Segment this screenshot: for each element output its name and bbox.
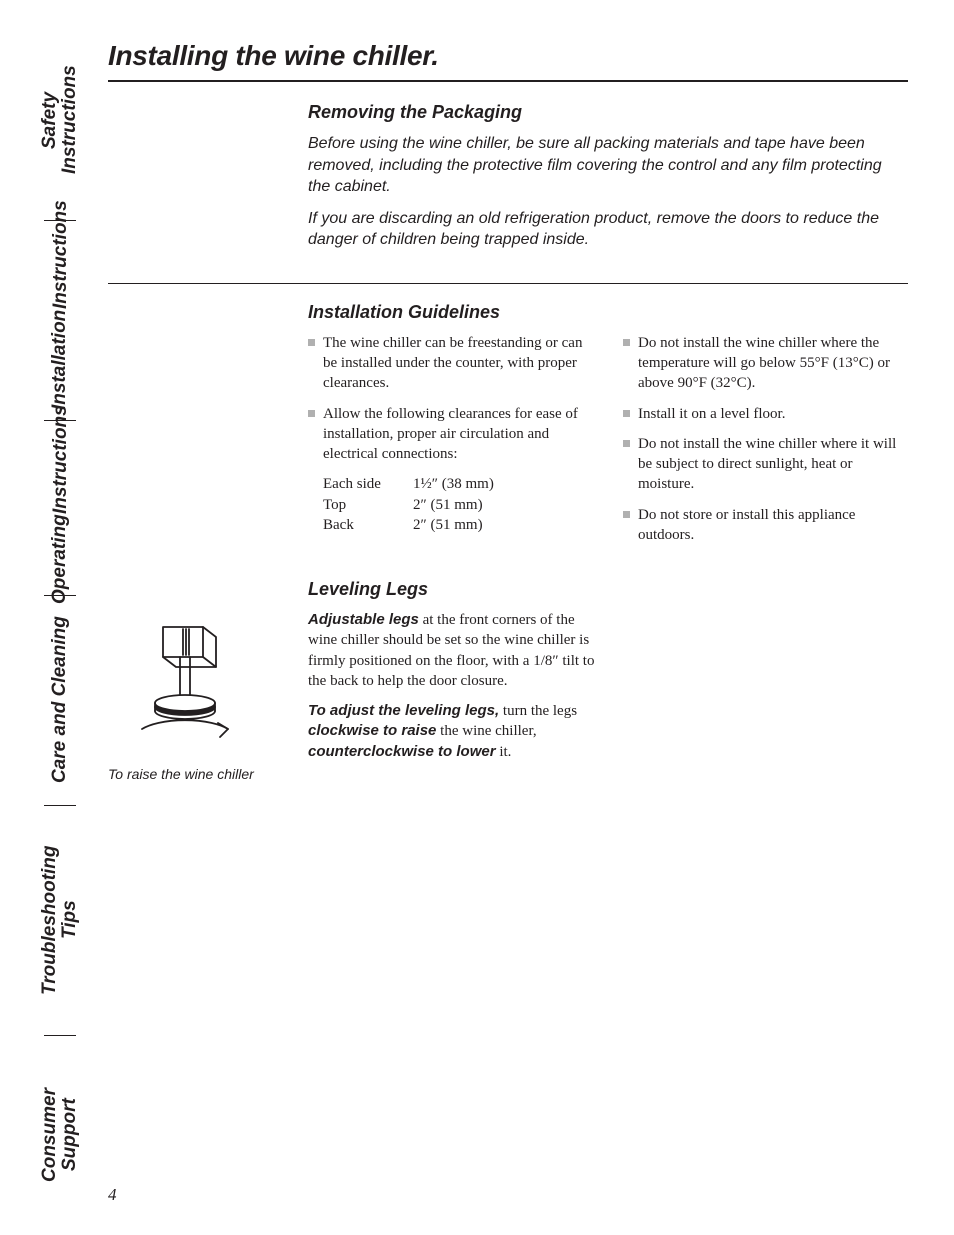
guidelines-col-right: Do not install the wine chiller where th… xyxy=(623,333,908,555)
tab-label: Safety Instructions xyxy=(40,40,80,200)
bullet-square-icon xyxy=(623,511,630,518)
bullet-item: Do not install the wine chiller where it… xyxy=(623,434,908,495)
guidelines-col-left: The wine chiller can be freestanding or … xyxy=(308,333,593,555)
clearance-val: 2″ (51 mm) xyxy=(413,495,483,515)
bullet-square-icon xyxy=(623,339,630,346)
bullet-text: Do not install the wine chiller where it… xyxy=(638,434,908,495)
page-number: 4 xyxy=(108,1185,117,1205)
clearance-val: 2″ (51 mm) xyxy=(413,515,483,535)
sidebar-tabs: Safety Instructions Installation Instruc… xyxy=(30,40,90,1190)
tab-care[interactable]: Care and Cleaning xyxy=(30,615,90,785)
body-paragraph: Adjustable legs at the front corners of … xyxy=(308,610,598,691)
tab-label-line2: Instructions xyxy=(51,200,71,309)
main-content: Installing the wine chiller. Removing th… xyxy=(108,40,908,782)
emph-phrase: counterclockwise to lower xyxy=(308,743,496,760)
page-title: Installing the wine chiller. xyxy=(108,40,908,72)
tab-divider xyxy=(44,1035,76,1036)
title-rule xyxy=(108,80,908,82)
bullet-text: Allow the following clearances for ease … xyxy=(323,404,593,465)
subheading: Leveling Legs xyxy=(308,579,598,600)
table-row: Each side 1½″ (38 mm) xyxy=(323,474,593,494)
bullet-text: Do not store or install this appliance o… xyxy=(638,505,908,546)
tab-installation[interactable]: Installation Instructions xyxy=(30,240,90,370)
clearance-key: Back xyxy=(323,515,413,535)
tab-safety[interactable]: Safety Instructions xyxy=(30,40,90,200)
bullet-item: The wine chiller can be freestanding or … xyxy=(308,333,593,394)
clearance-key: Each side xyxy=(323,474,413,494)
lead-phrase: Adjustable legs xyxy=(308,611,419,628)
tab-operating[interactable]: Operating Instructions xyxy=(30,440,90,570)
tab-troubleshooting[interactable]: Troubleshooting Tips xyxy=(30,825,90,1015)
bullet-item: Do not store or install this appliance o… xyxy=(623,505,908,546)
tab-label: Care and Cleaning xyxy=(50,617,70,784)
table-row: Top 2″ (51 mm) xyxy=(323,495,593,515)
bullet-square-icon xyxy=(623,440,630,447)
paragraph-text: turn the legs xyxy=(499,703,577,719)
lead-phrase: To adjust the leveling legs, xyxy=(308,702,499,719)
intro-paragraph: Before using the wine chiller, be sure a… xyxy=(308,133,908,198)
bullet-item: Allow the following clearances for ease … xyxy=(308,404,593,465)
tab-label: Troubleshooting Tips xyxy=(40,825,80,1015)
tab-label-line1: Operating xyxy=(50,515,70,605)
subheading: Removing the Packaging xyxy=(308,102,908,123)
paragraph-text: it. xyxy=(496,744,512,760)
paragraph-text: the wine chiller, xyxy=(436,723,536,739)
section-removing-packaging: Removing the Packaging Before using the … xyxy=(108,102,908,261)
tab-label-line2: Instructions xyxy=(51,406,71,515)
tab-label: Consumer Support xyxy=(40,1055,80,1215)
figure-caption: To raise the wine chiller xyxy=(108,766,258,782)
tab-divider xyxy=(44,595,76,596)
tab-divider xyxy=(44,805,76,806)
bullet-text: The wine chiller can be freestanding or … xyxy=(323,333,593,394)
bullet-item: Do not install the wine chiller where th… xyxy=(623,333,908,394)
bullet-square-icon xyxy=(308,410,315,417)
section-installation-guidelines: Installation Guidelines The wine chiller… xyxy=(108,302,908,555)
tab-consumer-support[interactable]: Consumer Support xyxy=(30,1055,90,1215)
leveling-leg-figure: To raise the wine chiller xyxy=(108,619,258,782)
bullet-square-icon xyxy=(308,339,315,346)
bullet-text: Do not install the wine chiller where th… xyxy=(638,333,908,394)
clearance-val: 1½″ (38 mm) xyxy=(413,474,494,494)
clearance-key: Top xyxy=(323,495,413,515)
bullet-square-icon xyxy=(623,410,630,417)
tab-label-line1: Installation xyxy=(50,309,70,409)
body-paragraph: To adjust the leveling legs, turn the le… xyxy=(308,701,598,762)
table-row: Back 2″ (51 mm) xyxy=(323,515,593,535)
subheading: Installation Guidelines xyxy=(308,302,908,323)
bullet-item: Install it on a level floor. xyxy=(623,404,908,424)
emph-phrase: clockwise to raise xyxy=(308,722,436,739)
section-leveling-legs: To raise the wine chiller Leveling Legs … xyxy=(108,579,908,782)
clearance-table: Each side 1½″ (38 mm) Top 2″ (51 mm) Bac… xyxy=(323,474,593,535)
intro-paragraph: If you are discarding an old refrigerati… xyxy=(308,208,908,251)
bullet-text: Install it on a level floor. xyxy=(638,404,785,424)
section-rule xyxy=(108,283,908,284)
